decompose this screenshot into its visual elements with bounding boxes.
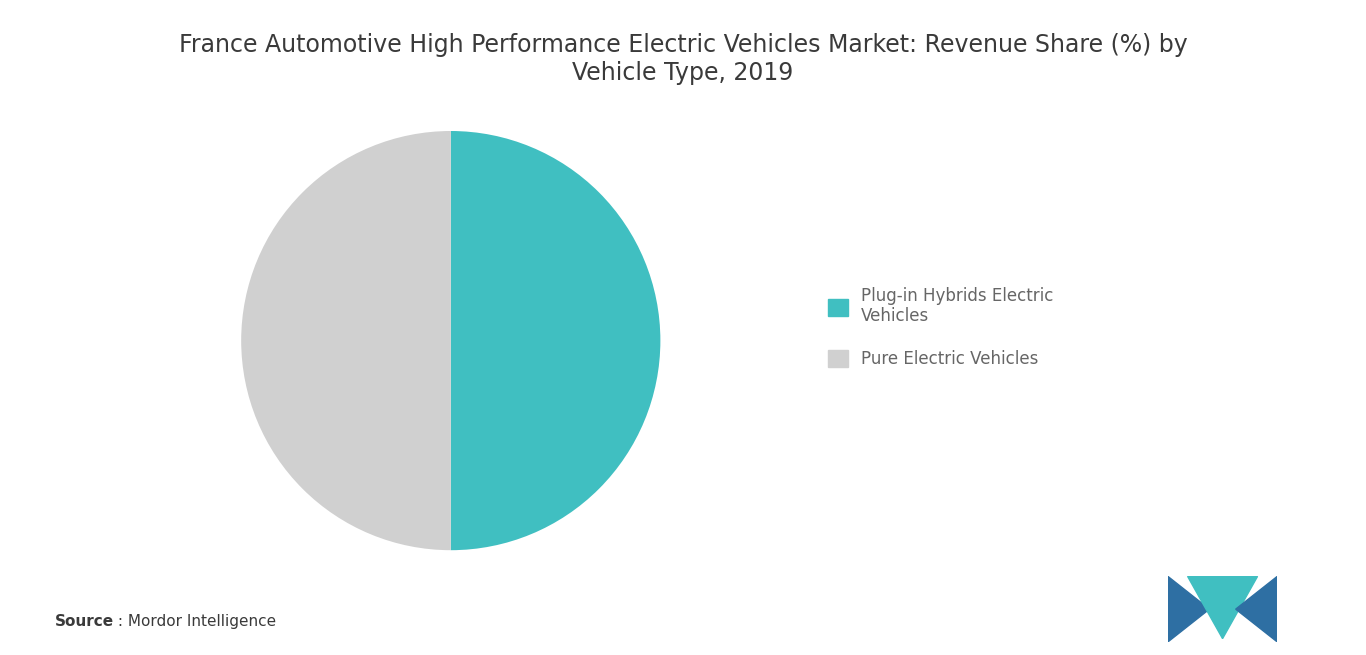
Text: Source: Source [55,614,113,629]
Text: France Automotive High Performance Electric Vehicles Market: Revenue Share (%) b: France Automotive High Performance Elect… [179,33,1187,84]
Polygon shape [1168,576,1209,642]
Legend: Plug-in Hybrids Electric
Vehicles, Pure Electric Vehicles: Plug-in Hybrids Electric Vehicles, Pure … [828,286,1053,369]
Polygon shape [1236,576,1277,642]
Wedge shape [242,131,451,550]
Polygon shape [1187,576,1258,639]
Wedge shape [451,131,660,550]
Text: : Mordor Intelligence: : Mordor Intelligence [113,614,276,629]
